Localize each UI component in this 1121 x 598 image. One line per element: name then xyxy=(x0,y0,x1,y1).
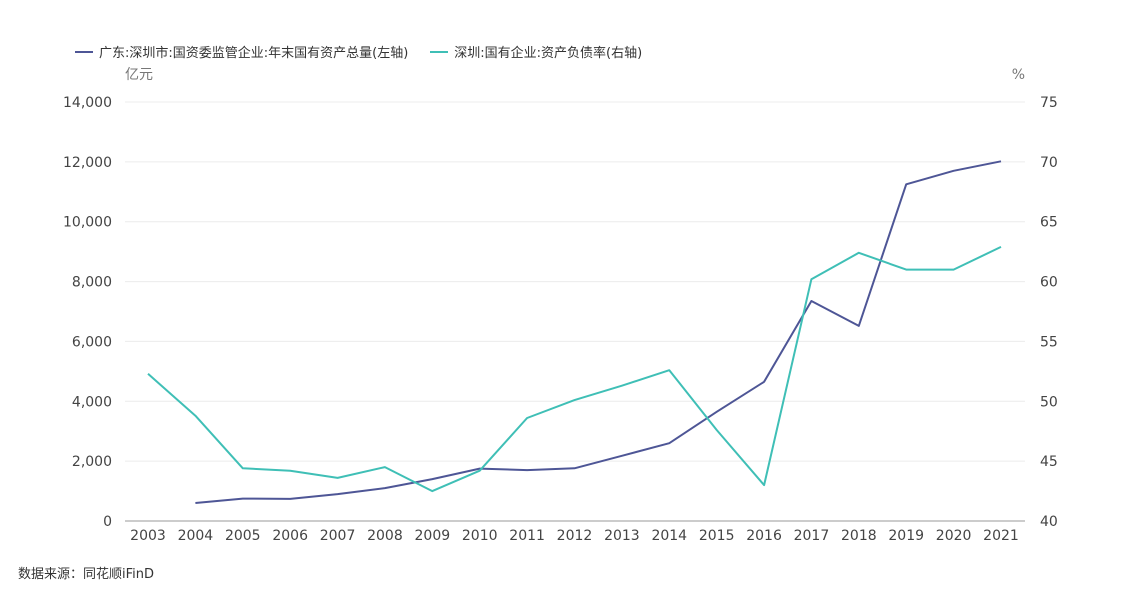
y-right-unit: % xyxy=(1012,67,1025,83)
source-note: 数据来源：同花顺iFinD xyxy=(18,567,155,582)
y-right-tick-label: 55 xyxy=(1040,334,1058,350)
legend-swatch-left xyxy=(75,50,93,53)
y-left-tick-label: 14,000 xyxy=(63,95,112,111)
x-tick-label: 2009 xyxy=(415,528,451,544)
legend-item-left-series[interactable]: 广东:深圳市:国资委监管企业:年末国有资产总量(左轴) xyxy=(75,42,408,61)
x-tick-label: 2019 xyxy=(888,528,924,544)
legend-swatch-right xyxy=(430,50,449,53)
legend-label-left: 广东:深圳市:国资委监管企业:年末国有资产总量(左轴) xyxy=(99,46,409,61)
y-left-tick-label: 10,000 xyxy=(63,215,112,231)
y-left-tick-label: 12,000 xyxy=(63,155,112,171)
legend-item-right-series[interactable]: 深圳:国有企业:资产负债率(右轴) xyxy=(430,42,642,61)
x-tick-label: 2020 xyxy=(936,528,972,544)
legend: 广东:深圳市:国资委监管企业:年末国有资产总量(左轴) 深圳:国有企业:资产负债… xyxy=(75,42,642,61)
y-left-tick-label: 2,000 xyxy=(72,454,112,470)
x-tick-label: 2021 xyxy=(983,528,1019,544)
y-left-tick-label: 6,000 xyxy=(72,334,112,350)
y-right-tick-label: 60 xyxy=(1040,275,1058,291)
x-tick-label: 2018 xyxy=(841,528,877,544)
x-tick-label: 2015 xyxy=(699,528,735,544)
x-tick-label: 2006 xyxy=(272,528,308,544)
y-left-tick-label: 8,000 xyxy=(72,275,112,291)
x-tick-label: 2010 xyxy=(462,528,498,544)
x-tick-label: 2011 xyxy=(509,528,545,544)
grid-lines xyxy=(125,101,1025,462)
x-tick-label: 2008 xyxy=(367,528,403,544)
y-left-tick-label: 0 xyxy=(103,514,112,530)
x-tick-label: 2017 xyxy=(794,528,830,544)
y-right-tick-label: 75 xyxy=(1040,95,1058,111)
y-right-tick-label: 40 xyxy=(1040,514,1058,530)
series-lines xyxy=(147,160,1002,504)
x-tick-label: 2003 xyxy=(130,528,166,544)
y-right-tick-label: 70 xyxy=(1040,155,1058,171)
series-line-left xyxy=(195,160,1002,504)
series-line-right xyxy=(147,245,1002,493)
y-right-tick-label: 45 xyxy=(1040,454,1058,470)
x-tick-label: 2007 xyxy=(320,528,356,544)
x-tick-label: 2016 xyxy=(746,528,782,544)
legend-label-right: 深圳:国有企业:资产负债率(右轴) xyxy=(454,46,643,61)
x-tick-label: 2005 xyxy=(225,528,261,544)
x-tick-label: 2012 xyxy=(557,528,593,544)
y-right-tick-label: 65 xyxy=(1040,215,1058,231)
x-tick-label: 2014 xyxy=(651,528,687,544)
y-left-tick-label: 4,000 xyxy=(72,394,112,410)
y-left-unit: 亿元 xyxy=(125,67,153,83)
x-tick-label: 2004 xyxy=(178,528,214,544)
x-tick-label: 2013 xyxy=(604,528,640,544)
axes: 0 2,000 4,000 6,000 8,000 10,000 12,000 14,000 4… xyxy=(63,67,1058,544)
y-right-tick-label: 50 xyxy=(1040,394,1058,410)
